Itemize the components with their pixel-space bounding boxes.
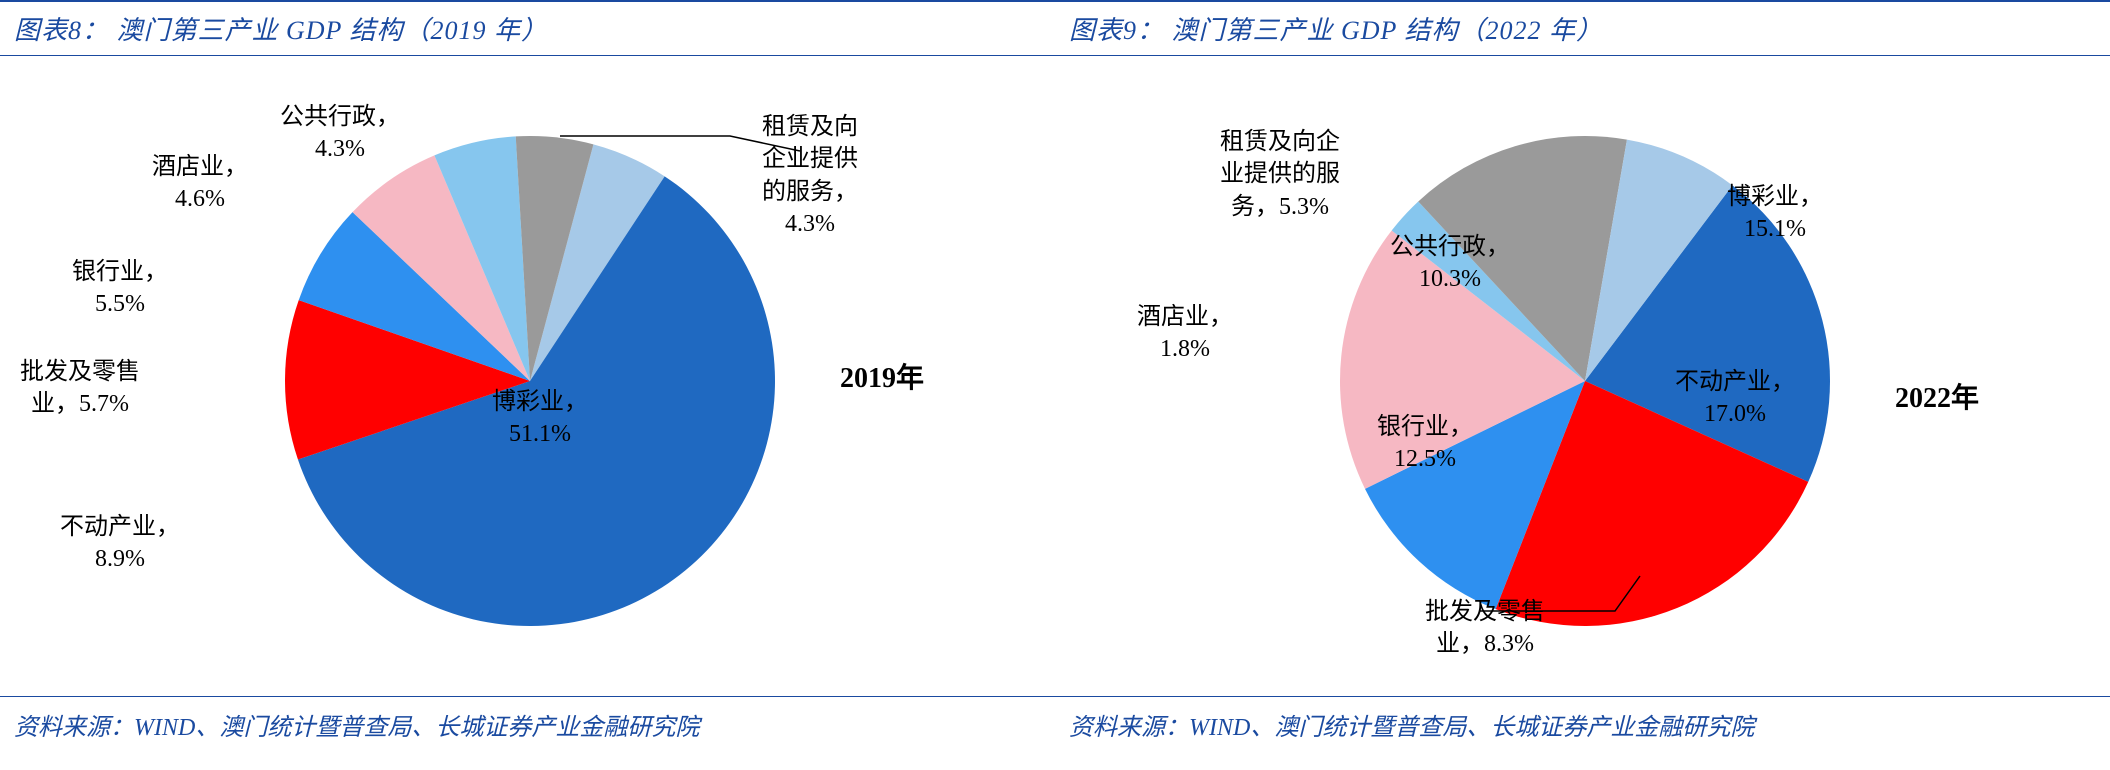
slice-label: 公共行政， 4.3% bbox=[280, 101, 400, 166]
slice-label: 批发及零售 业，8.3% bbox=[1425, 596, 1545, 661]
chart-title-left: 图表8： 澳门第三产业 GDP 结构（2019 年） bbox=[0, 0, 1055, 56]
slice-label: 租赁及向 企业提供 的服务， 4.3% bbox=[762, 111, 858, 241]
slice-label: 不动产业， 8.9% bbox=[60, 511, 180, 576]
chart-title-right: 图表9： 澳门第三产业 GDP 结构（2022 年） bbox=[1055, 0, 2110, 56]
panel-left: 图表8： 澳门第三产业 GDP 结构（2019 年） 租赁及向 企业提供 的服务… bbox=[0, 0, 1055, 770]
year-label-2019: 2019年 bbox=[840, 356, 924, 396]
slice-label: 银行业， 12.5% bbox=[1377, 411, 1473, 476]
year-label-2022: 2022年 bbox=[1895, 376, 1979, 416]
panel-right: 图表9： 澳门第三产业 GDP 结构（2022 年） 博彩业， 15.1% 不动产… bbox=[1055, 0, 2110, 770]
slice-label: 租赁及向企 业提供的服 务，5.3% bbox=[1220, 126, 1340, 223]
slice-label: 银行业， 5.5% bbox=[72, 256, 168, 321]
chart-area-left: 租赁及向 企业提供 的服务， 4.3% 博彩业， 51.1% 不动产业， 8.9% 批… bbox=[0, 56, 1055, 696]
slice-label: 酒店业， 1.8% bbox=[1137, 301, 1233, 366]
source-right: 资料来源：WIND、澳门统计暨普查局、长城证券产业金融研究院 bbox=[1055, 696, 2110, 742]
chart-area-right: 博彩业， 15.1% 不动产业， 17.0% 批发及零售 业，8.3% 银行业， 12… bbox=[1055, 56, 2110, 696]
slice-label: 酒店业， 4.6% bbox=[152, 151, 248, 216]
slice-label: 博彩业， 15.1% bbox=[1727, 181, 1823, 246]
source-left: 资料来源：WIND、澳门统计暨普查局、长城证券产业金融研究院 bbox=[0, 696, 1055, 742]
slice-label: 公共行政， 10.3% bbox=[1390, 231, 1510, 296]
slice-label: 不动产业， 17.0% bbox=[1675, 366, 1795, 431]
slice-label: 批发及零售 业，5.7% bbox=[20, 356, 140, 421]
slice-label: 博彩业， 51.1% bbox=[492, 386, 588, 451]
